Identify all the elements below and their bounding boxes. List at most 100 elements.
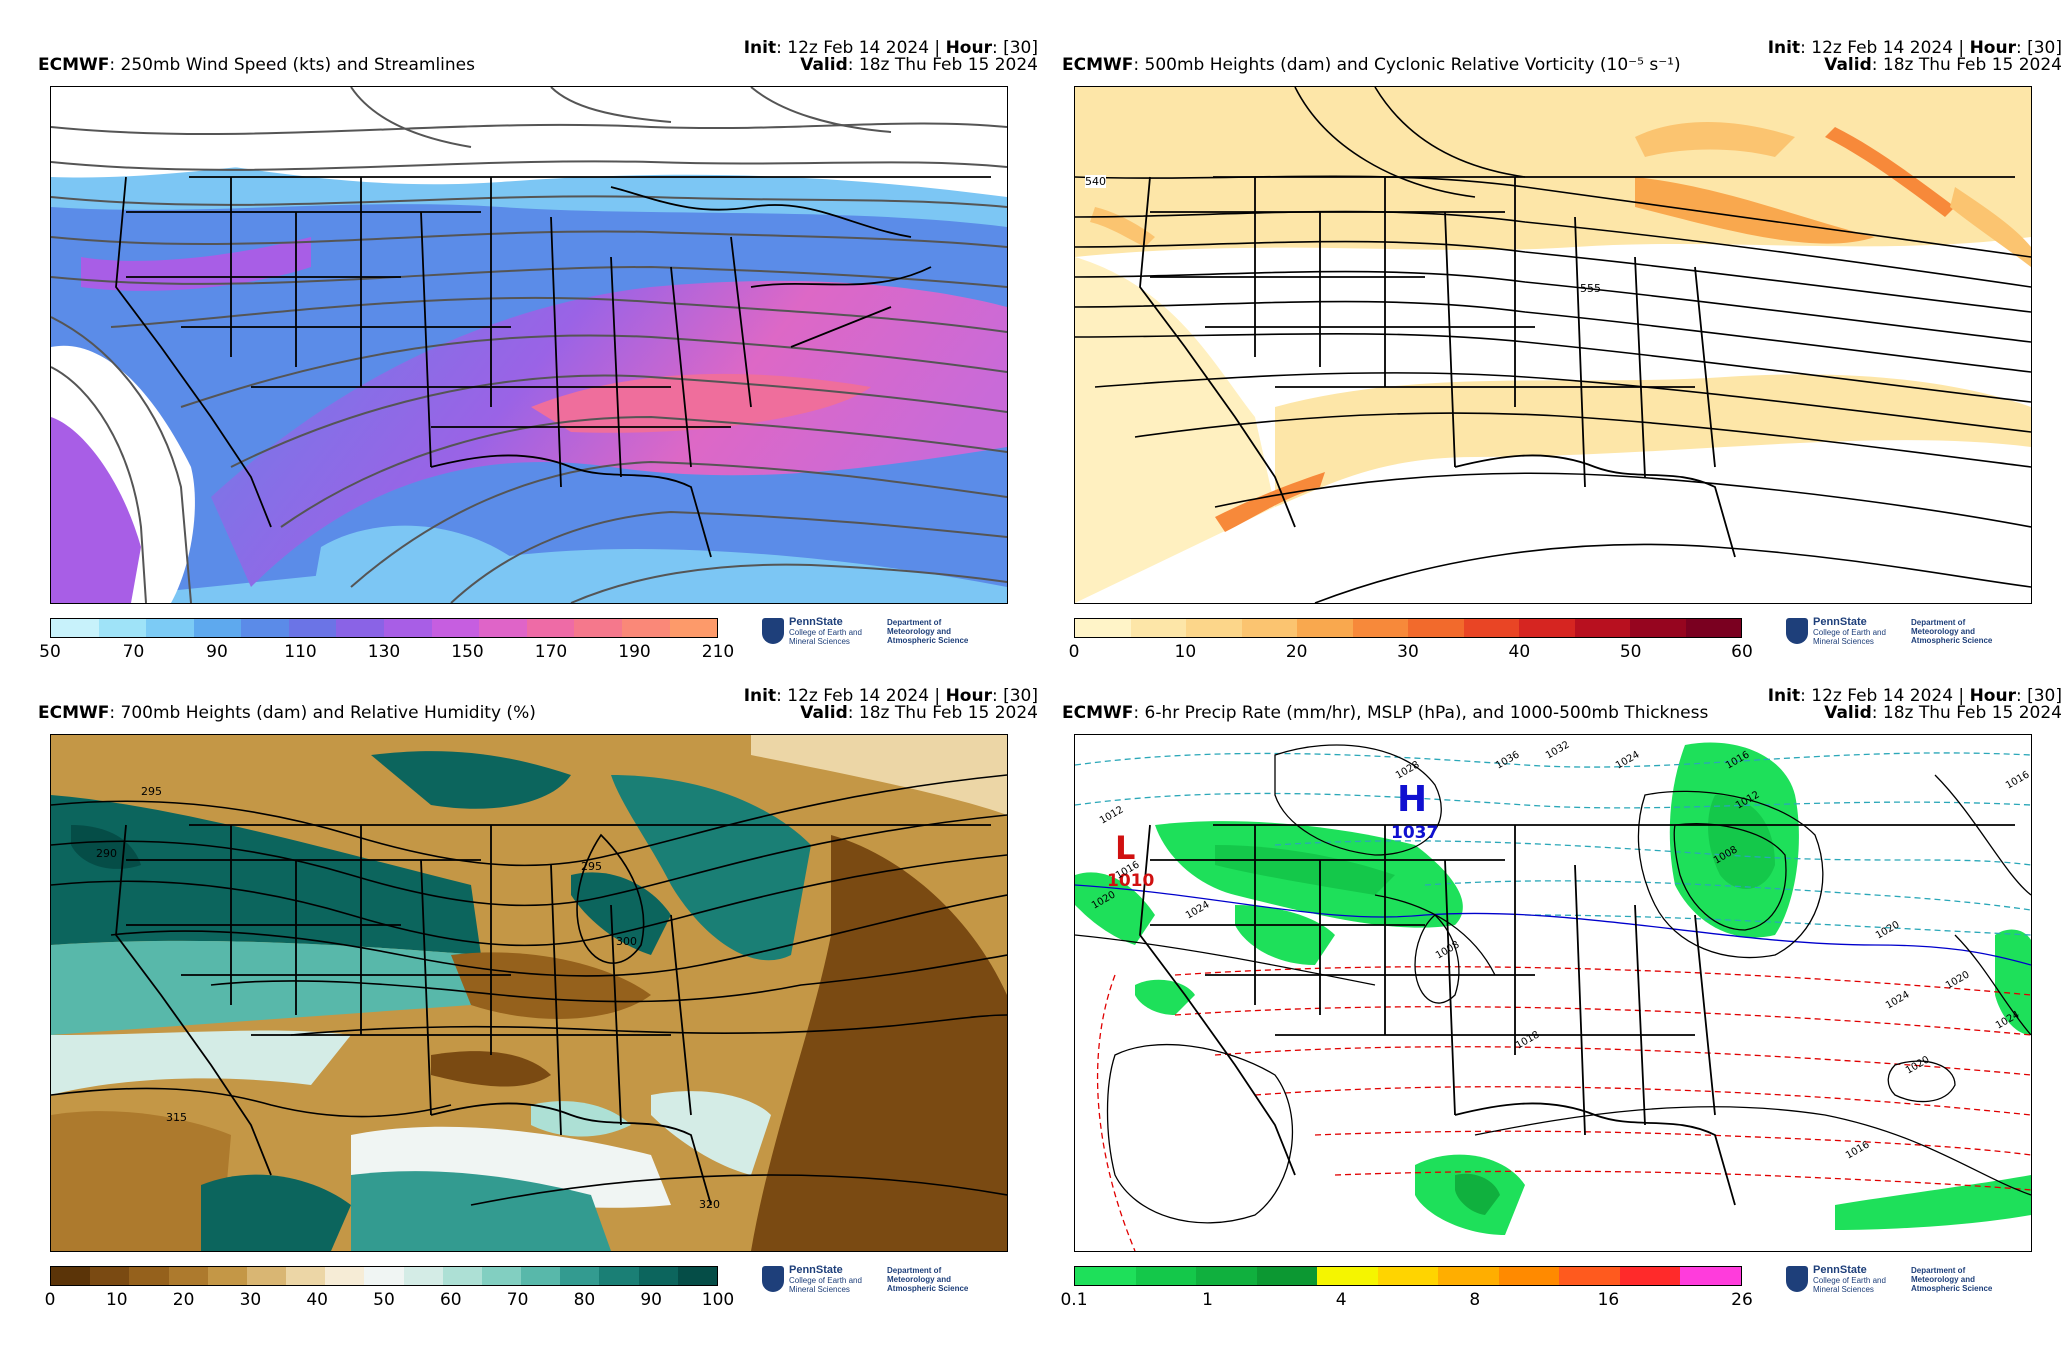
colorbar-segment [384, 619, 432, 637]
colorbar-segment [1463, 619, 1519, 637]
colorbar-segment [677, 1267, 717, 1285]
logo-department: Department of Meteorology and Atmospheri… [887, 1266, 969, 1293]
colorbar-segment [1438, 1267, 1499, 1285]
low-pressure-value: 1010 [1107, 871, 1155, 891]
colorbar-vorticity [1074, 618, 1742, 638]
colorbar-segment [479, 619, 527, 637]
colorbar-tick-label: 210 [701, 642, 735, 662]
colorbar-segment [1135, 1267, 1197, 1285]
pennstate-logo: PennState College of Earth and Mineral S… [1786, 1264, 2006, 1304]
low-pressure-letter: L [1115, 829, 1136, 867]
colorbar-ticks: 0 10 20 30 40 50 60 70 80 90 100 [45, 1290, 735, 1312]
logo-name: PennState [789, 1264, 843, 1276]
vorticity-shading [1075, 87, 2031, 603]
colorbar-tick-label: 0.1 [1060, 1290, 1088, 1310]
map-250mb-wind [50, 86, 1008, 604]
colorbar-segment [1186, 619, 1242, 637]
colorbar-segment [1317, 1267, 1378, 1285]
shield-icon [1786, 1266, 1808, 1292]
rh-shading [51, 735, 1007, 1251]
contour-label: 315 [166, 1111, 187, 1124]
colorbar-ticks: 0.1 1 4 8 16 26 [1060, 1290, 1752, 1312]
colorbar-segment [521, 1267, 561, 1285]
logo-name: PennState [789, 616, 843, 628]
colorbar-tick-label: 20 [172, 1290, 195, 1310]
high-pressure-letter: H [1397, 779, 1428, 820]
state-borders [1139, 824, 2015, 1206]
colorbar-segment [621, 619, 670, 637]
colorbar-tick-label: 40 [306, 1290, 329, 1310]
colorbar-tick-label: 60 [1731, 642, 1753, 662]
colorbar-tick-label: 26 [1731, 1290, 1753, 1310]
colorbar-segment [1196, 1267, 1257, 1285]
logo-college: College of Earth and Mineral Sciences [1813, 1276, 1886, 1294]
colorbar-segment [431, 619, 480, 637]
colorbar-segment [442, 1267, 482, 1285]
colorbar-tick-label: 0 [44, 1290, 56, 1310]
panel-title: ECMWF: 700mb Heights (dam) and Relative … [38, 703, 536, 723]
panel-title: ECMWF: 6-hr Precip Rate (mm/hr), MSLP (h… [1062, 703, 1709, 723]
logo-college: College of Earth and Mineral Sciences [1813, 628, 1886, 646]
colorbar-segment [325, 1267, 365, 1285]
colorbar-segment [669, 619, 718, 637]
colorbar-tick-label: 0 [1068, 642, 1080, 662]
contour-label: 295 [141, 785, 162, 798]
panel-title: ECMWF: 500mb Heights (dam) and Cyclonic … [1062, 55, 1681, 75]
colorbar-segment [98, 619, 147, 637]
colorbar-segment [1130, 619, 1186, 637]
pennstate-logo: PennState College of Earth and Mineral S… [762, 616, 982, 656]
map-500mb-vorticity: 540 555 [1074, 86, 2032, 604]
colorbar-tick-label: 10 [1174, 642, 1197, 662]
low-pressure-marker [1109, 831, 1143, 865]
colorbar-segment [638, 1267, 678, 1285]
colorbar-segment [1574, 619, 1630, 637]
colorbar-tick-label: 50 [1619, 642, 1642, 662]
colorbar-tick-label: 16 [1597, 1290, 1620, 1310]
panel-init-line: Init: 12z Feb 14 2024 | Hour: [30] [1767, 686, 2062, 706]
panel-valid-line: Valid: 18z Thu Feb 15 2024 [1824, 703, 2062, 723]
colorbar-segment [1256, 1267, 1318, 1285]
colorbar-tick-label: 60 [439, 1290, 462, 1310]
colorbar-tick-label: 10 [105, 1290, 128, 1310]
logo-name: PennState [1813, 1264, 1867, 1276]
state-borders [115, 824, 991, 1206]
contour-label: 295 [581, 860, 602, 873]
colorbar-tick-label: 170 [534, 642, 568, 662]
logo-college: College of Earth and Mineral Sciences [789, 628, 862, 646]
colorbar-segment [599, 1267, 639, 1285]
colorbar-segment [1408, 619, 1464, 637]
colorbar-tick-label: 4 [1335, 1290, 1347, 1310]
colorbar-tick-label: 30 [1397, 642, 1419, 662]
colorbar-segment [526, 619, 575, 637]
panel-init-line: Init: 12z Feb 14 2024 | Hour: [30] [743, 38, 1038, 58]
panel-init-line: Init: 12z Feb 14 2024 | Hour: [30] [743, 686, 1038, 706]
colorbar-segment [1685, 619, 1741, 637]
panel-valid-line: Valid: 18z Thu Feb 15 2024 [1824, 55, 2062, 75]
contour-label: 300 [616, 935, 637, 948]
colorbar-tick-label: 20 [1285, 642, 1308, 662]
height-contours [1075, 87, 2031, 603]
shield-icon [1786, 618, 1808, 644]
colorbar-ticks: 0 10 20 30 40 50 60 [1069, 642, 1753, 664]
colorbar-segment [51, 619, 99, 637]
colorbar-precip-rate [1074, 1266, 1742, 1286]
colorbar-segment [1377, 1267, 1439, 1285]
colorbar-relative-humidity [50, 1266, 718, 1286]
colorbar-segment [364, 1267, 404, 1285]
shield-icon [762, 1266, 784, 1292]
colorbar-segment [1352, 619, 1408, 637]
panel-valid-line: Valid: 18z Thu Feb 15 2024 [800, 55, 1038, 75]
colorbar-segment [560, 1267, 600, 1285]
logo-department: Department of Meteorology and Atmospheri… [1911, 1266, 1993, 1293]
colorbar-segment [336, 619, 385, 637]
contour-label: 290 [96, 847, 117, 860]
colorbar-segment [146, 619, 194, 637]
colorbar-segment [1559, 1267, 1620, 1285]
shield-icon [762, 618, 784, 644]
colorbar-segment [241, 619, 289, 637]
logo-college: College of Earth and Mineral Sciences [789, 1276, 862, 1294]
contour-label: 540 [1085, 175, 1106, 188]
colorbar-segment [51, 1267, 91, 1285]
pennstate-logo: PennState College of Earth and Mineral S… [762, 1264, 982, 1304]
colorbar-ticks: 50 70 90 110 130 150 170 190 210 [39, 642, 734, 664]
